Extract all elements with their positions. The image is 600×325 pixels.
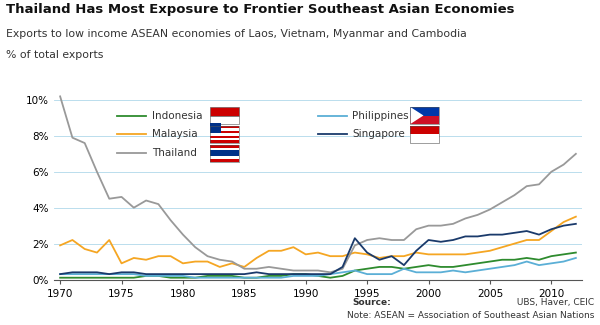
FancyBboxPatch shape bbox=[210, 115, 239, 124]
Bar bbox=[210, 148, 239, 150]
Text: Thailand: Thailand bbox=[152, 148, 197, 158]
Bar bbox=[210, 150, 239, 156]
Bar bbox=[210, 138, 239, 140]
Text: Philippines: Philippines bbox=[352, 111, 409, 121]
Bar bbox=[210, 131, 239, 133]
Bar bbox=[210, 156, 239, 159]
Bar bbox=[210, 126, 239, 128]
Text: % of total exports: % of total exports bbox=[6, 50, 103, 60]
Text: Thailand Has Most Exposure to Frontier Southeast Asian Economies: Thailand Has Most Exposure to Frontier S… bbox=[6, 3, 515, 16]
Bar bbox=[210, 124, 221, 133]
Bar bbox=[410, 107, 439, 124]
Bar bbox=[210, 145, 239, 148]
Bar bbox=[210, 126, 239, 143]
Text: Note: ASEAN = Association of Southeast Asian Nations: Note: ASEAN = Association of Southeast A… bbox=[347, 311, 594, 320]
Bar bbox=[410, 126, 439, 134]
Bar bbox=[410, 107, 439, 115]
Polygon shape bbox=[410, 107, 424, 124]
Bar bbox=[210, 159, 239, 162]
Text: Indonesia: Indonesia bbox=[152, 111, 202, 121]
Bar bbox=[410, 134, 439, 143]
Bar bbox=[210, 136, 239, 138]
Bar bbox=[210, 145, 239, 162]
Text: Source:: Source: bbox=[353, 298, 392, 307]
FancyBboxPatch shape bbox=[210, 107, 239, 115]
Text: Malaysia: Malaysia bbox=[152, 129, 197, 139]
Text: Singapore: Singapore bbox=[352, 129, 405, 139]
Bar bbox=[210, 140, 239, 143]
Text: Exports to low income ASEAN economies of Laos, Vietnam, Myanmar and Cambodia: Exports to low income ASEAN economies of… bbox=[6, 29, 467, 39]
Bar bbox=[410, 115, 439, 124]
Bar bbox=[410, 126, 439, 143]
Bar bbox=[210, 128, 239, 131]
Text: UBS, Haver, CEIC: UBS, Haver, CEIC bbox=[514, 298, 594, 307]
Bar bbox=[210, 133, 239, 136]
